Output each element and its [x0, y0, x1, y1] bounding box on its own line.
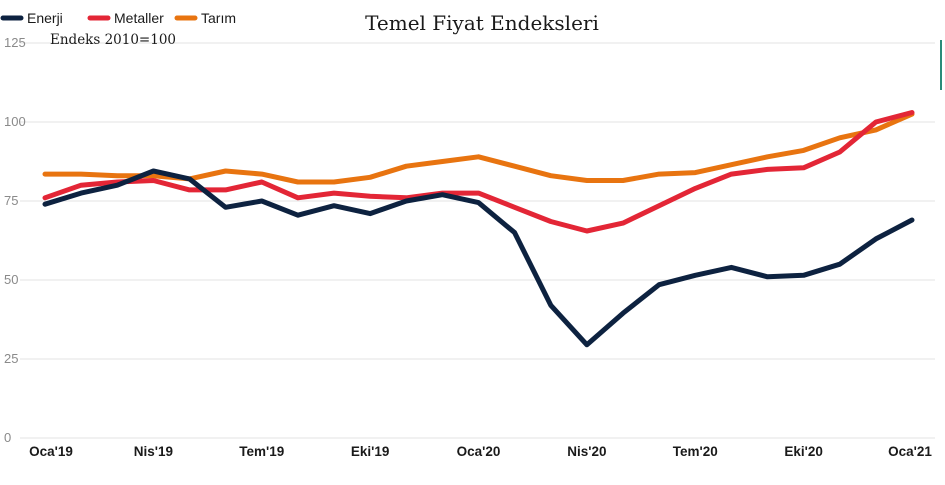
- series-line-enerji: [42, 168, 915, 348]
- grid-lines: [20, 42, 935, 439]
- x-tick-label: Eki'20: [784, 444, 823, 459]
- x-tick-label: Oca'19: [29, 444, 73, 459]
- legend: Enerji Metaller Tarım: [0, 10, 236, 26]
- legend-label-enerji: Enerji: [27, 10, 63, 26]
- y-tick-label: 100: [4, 114, 26, 129]
- x-tick-label: Eki'19: [351, 444, 390, 459]
- y-tick-label: 75: [4, 193, 18, 208]
- y-tick-label: 25: [4, 351, 18, 366]
- y-tick-label: 125: [4, 35, 26, 50]
- x-tick-label: Nis'20: [567, 444, 606, 459]
- legend-item-enerji[interactable]: Enerji: [0, 10, 63, 26]
- x-tick-label: Tem'20: [673, 444, 718, 459]
- x-tick-label: Oca'20: [457, 444, 501, 459]
- legend-item-tarim[interactable]: Tarım: [174, 10, 236, 26]
- y-tick-label: 0: [4, 430, 11, 445]
- series-lines: [42, 110, 915, 348]
- y-tick-label: 50: [4, 272, 18, 287]
- legend-label-tarim: Tarım: [201, 10, 236, 26]
- y-axis-ticks: 0 25 50 75 100 125: [4, 35, 26, 445]
- chart-title: Temel Fiyat Endeksleri: [365, 11, 599, 35]
- series-line-tarim: [42, 111, 915, 185]
- series-line-metaller: [42, 110, 915, 234]
- legend-label-metaller: Metaller: [114, 10, 164, 26]
- x-tick-label: Oca'21: [888, 444, 932, 459]
- x-tick-label: Nis'19: [134, 444, 173, 459]
- x-axis-ticks: Oca'19 Nis'19 Tem'19 Eki'19 Oca'20 Nis'20 Tem'…: [29, 444, 932, 459]
- x-tick-label: Tem'19: [239, 444, 284, 459]
- chart-subtitle: Endeks 2010=100: [50, 32, 176, 48]
- legend-item-metaller[interactable]: Metaller: [87, 10, 164, 26]
